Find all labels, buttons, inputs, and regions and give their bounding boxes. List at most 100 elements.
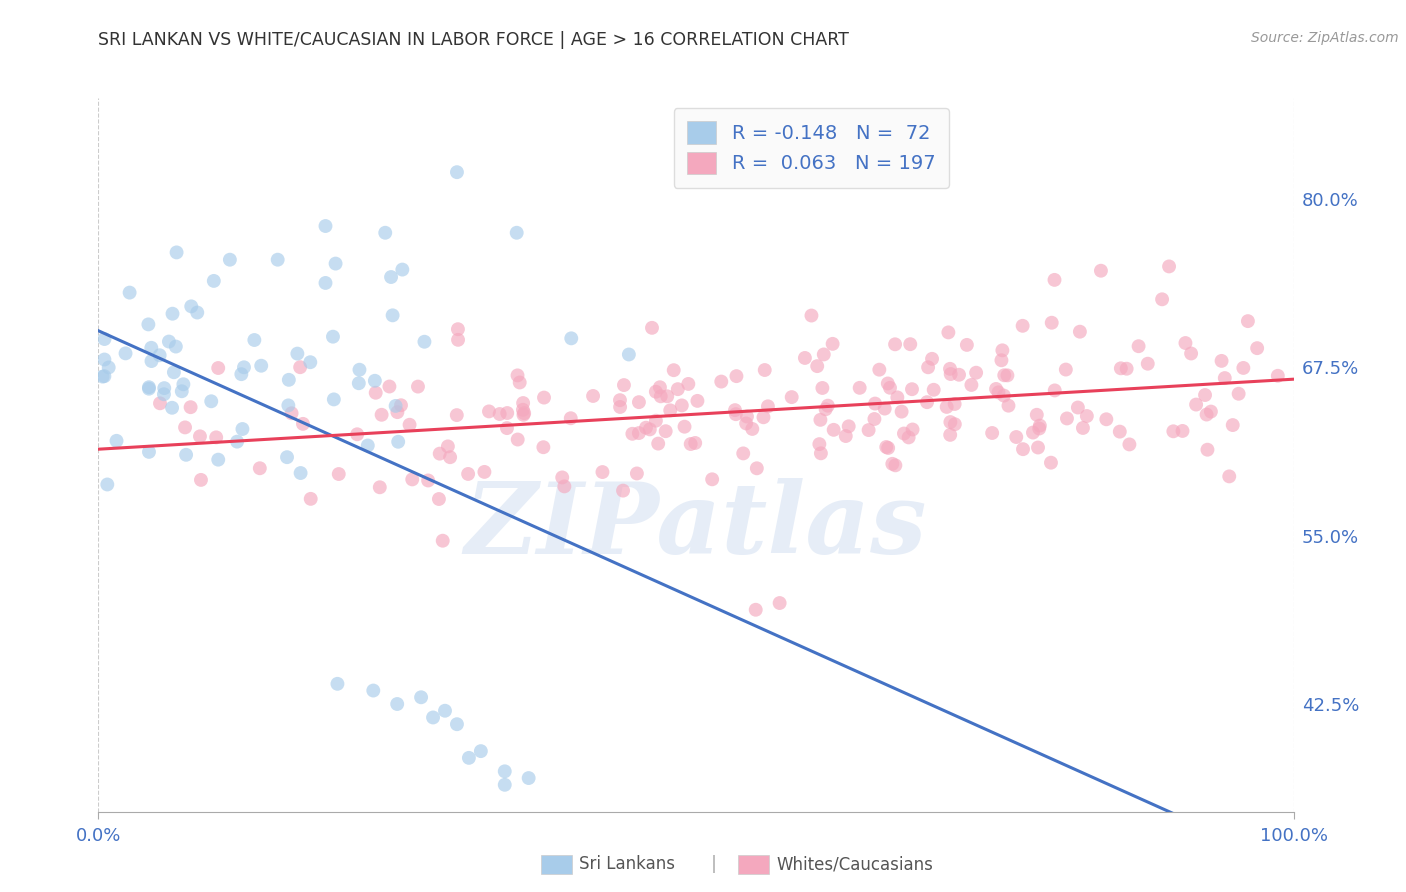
Point: [673, 419, 696, 434]
Point: [446, 717, 468, 731]
Point: [1163, 425, 1185, 439]
Point: [1108, 425, 1130, 439]
Point: [808, 437, 831, 451]
Point: [200, 394, 222, 409]
Point: [153, 387, 176, 401]
Point: [935, 400, 957, 414]
Point: [1025, 408, 1047, 422]
Point: [1040, 316, 1063, 330]
Point: [299, 491, 322, 506]
Point: [277, 398, 299, 412]
Point: [884, 458, 907, 473]
Point: [202, 274, 225, 288]
Point: [1005, 430, 1028, 444]
Point: [991, 343, 1014, 358]
Point: [956, 338, 979, 352]
Point: [243, 333, 266, 347]
Point: [943, 397, 966, 411]
Point: [848, 381, 870, 395]
Point: [1185, 398, 1208, 412]
Point: [1012, 442, 1035, 457]
Point: [939, 361, 962, 376]
Point: [582, 389, 605, 403]
Point: [553, 479, 575, 493]
Point: [250, 359, 273, 373]
Point: [702, 472, 724, 486]
Point: [174, 448, 197, 462]
Point: [219, 252, 242, 267]
Point: [406, 379, 429, 393]
Point: [433, 704, 456, 718]
Point: [506, 226, 529, 240]
Text: SRI LANKAN VS WHITE/CAUCASIAN IN LABOR FORCE | AGE > 16 CORRELATION CHART: SRI LANKAN VS WHITE/CAUCASIAN IN LABOR F…: [98, 31, 849, 49]
Point: [838, 419, 860, 434]
Point: [97, 360, 120, 375]
Point: [494, 778, 516, 792]
Point: [1246, 341, 1268, 355]
Point: [1180, 346, 1202, 360]
Point: [793, 351, 815, 365]
Point: [1109, 361, 1132, 376]
Point: [922, 383, 945, 397]
Point: [745, 603, 768, 617]
Point: [114, 346, 136, 360]
Point: [291, 417, 314, 431]
Point: [868, 362, 890, 376]
Point: [364, 374, 387, 388]
Point: [1067, 401, 1090, 415]
Point: [287, 346, 309, 360]
Point: [138, 318, 160, 332]
Text: Source: ZipAtlas.com: Source: ZipAtlas.com: [1251, 31, 1399, 45]
Point: [938, 326, 960, 340]
Point: [429, 447, 451, 461]
Point: [800, 309, 823, 323]
Point: [1211, 354, 1233, 368]
Point: [756, 400, 779, 414]
Point: [863, 412, 886, 426]
Point: [138, 380, 160, 394]
Point: [387, 405, 409, 419]
Point: [1222, 418, 1244, 433]
Point: [612, 483, 634, 498]
Point: [1232, 360, 1254, 375]
Point: [411, 690, 433, 705]
Point: [118, 285, 141, 300]
Point: [276, 450, 298, 465]
Point: [745, 461, 768, 475]
Point: [322, 392, 344, 407]
Point: [875, 440, 897, 454]
Point: [1115, 361, 1137, 376]
Point: [811, 381, 834, 395]
Point: [897, 430, 920, 444]
Point: [1069, 325, 1091, 339]
Point: [387, 434, 409, 449]
Point: [370, 408, 392, 422]
Point: [517, 771, 540, 785]
Point: [1194, 388, 1216, 402]
Point: [948, 368, 970, 382]
Point: [170, 384, 193, 399]
Point: [990, 353, 1012, 368]
Point: [984, 382, 1007, 396]
Point: [1071, 421, 1094, 435]
Point: [174, 420, 197, 434]
Point: [458, 751, 481, 765]
Point: [882, 457, 904, 471]
Point: [654, 424, 676, 438]
Point: [533, 391, 555, 405]
Point: [644, 414, 666, 428]
Point: [446, 165, 468, 179]
Point: [418, 474, 440, 488]
Point: [823, 423, 845, 437]
Point: [666, 382, 689, 396]
Point: [993, 389, 1015, 403]
Point: [768, 596, 790, 610]
Point: [835, 429, 858, 443]
Point: [806, 359, 828, 373]
Point: [439, 450, 461, 465]
Point: [1237, 314, 1260, 328]
Point: [385, 697, 409, 711]
Point: [821, 336, 844, 351]
Point: [162, 307, 184, 321]
Point: [96, 477, 118, 491]
